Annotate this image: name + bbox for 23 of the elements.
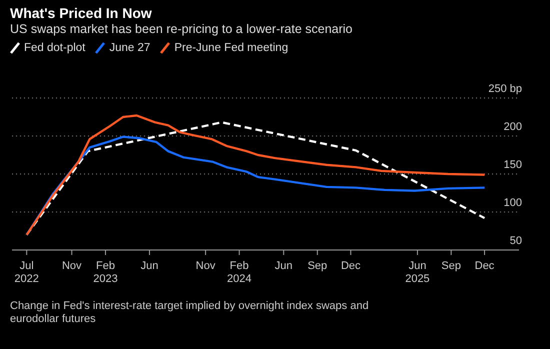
x-tick-label: Nov: [196, 260, 216, 272]
y-tick-label: 100: [504, 197, 522, 209]
legend-label: Pre-June Fed meeting: [174, 42, 288, 54]
legend-label: June 27: [109, 42, 150, 54]
legend-label: Fed dot-plot: [24, 42, 86, 54]
x-tick-label: Feb 2024: [227, 260, 252, 285]
chart-subtitle: US swaps market has been re-pricing to a lower-rate scenario: [10, 22, 353, 36]
x-tick-label: Jul 2022: [14, 260, 39, 285]
x-tick-label: Jun: [140, 260, 158, 272]
text: Change in Fed's interest-rate target implied by overnight index swaps and eurodollar futures: [10, 300, 370, 326]
y-tick-label: 50: [510, 235, 522, 247]
x-tick-label: Nov: [62, 260, 82, 272]
x-tick-label: Feb 2023: [93, 260, 118, 285]
x-tick-label: Jun 2025: [405, 260, 430, 285]
x-tick-label: Sep: [308, 260, 328, 272]
y-tick-label: 150: [504, 159, 522, 171]
y-tick-label: 250 bp: [488, 83, 522, 95]
x-tick-label: Jun: [274, 260, 293, 272]
x-tick-label: Sep: [441, 260, 461, 272]
y-tick-label: 200: [504, 121, 522, 133]
chart-title: What's Priced In Now: [10, 5, 152, 21]
x-tick-label: Dec: [340, 260, 362, 272]
x-tick-label: Dec: [474, 260, 495, 272]
